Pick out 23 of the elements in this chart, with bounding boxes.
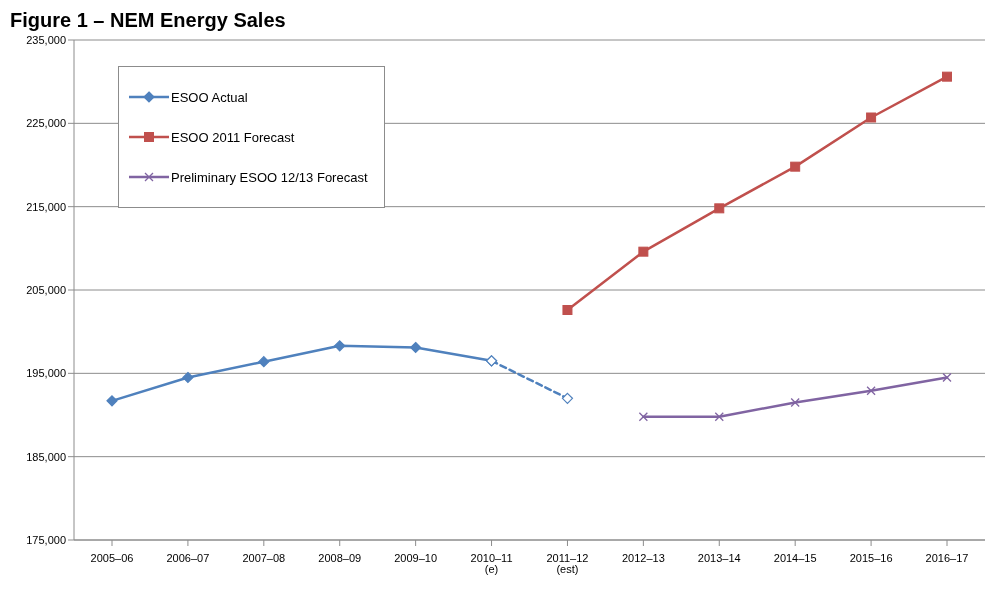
chart-title: Figure 1 – NEM Energy Sales (10, 8, 287, 32)
y-tick-label: 225,000 (26, 117, 66, 130)
x-tick-label: 2010–11 (e) (470, 551, 513, 575)
x-tick-label: 2013–14 (697, 551, 741, 564)
legend-label: Preliminary ESOO 12/13 Forecast (171, 169, 368, 185)
y-tick-label: 235,000 (26, 33, 66, 46)
x-tick-label: 2011–12 (est) (546, 551, 589, 575)
x-tick-label: 2016–17 (925, 551, 969, 564)
y-tick-label: 215,000 (26, 200, 66, 213)
y-tick-label: 175,000 (26, 533, 66, 546)
x-tick-label: 2008–09 (318, 551, 362, 564)
y-tick-label: 205,000 (26, 283, 66, 296)
x-tick-label: 2015–16 (849, 551, 893, 564)
x-tick-label: 2014–15 (773, 551, 817, 564)
legend-label: ESOO 2011 Forecast (171, 129, 295, 145)
y-tick-label: 185,000 (26, 450, 66, 463)
x-tick-label: 2007–08 (242, 551, 286, 564)
x-tick-label: 2005–06 (90, 551, 134, 564)
y-tick-label: 195,000 (26, 367, 66, 380)
legend-label: ESOO Actual (171, 89, 248, 105)
x-tick-label: 2006–07 (166, 551, 210, 564)
x-tick-label: 2009–10 (394, 551, 438, 564)
x-tick-label: 2012–13 (621, 551, 665, 564)
